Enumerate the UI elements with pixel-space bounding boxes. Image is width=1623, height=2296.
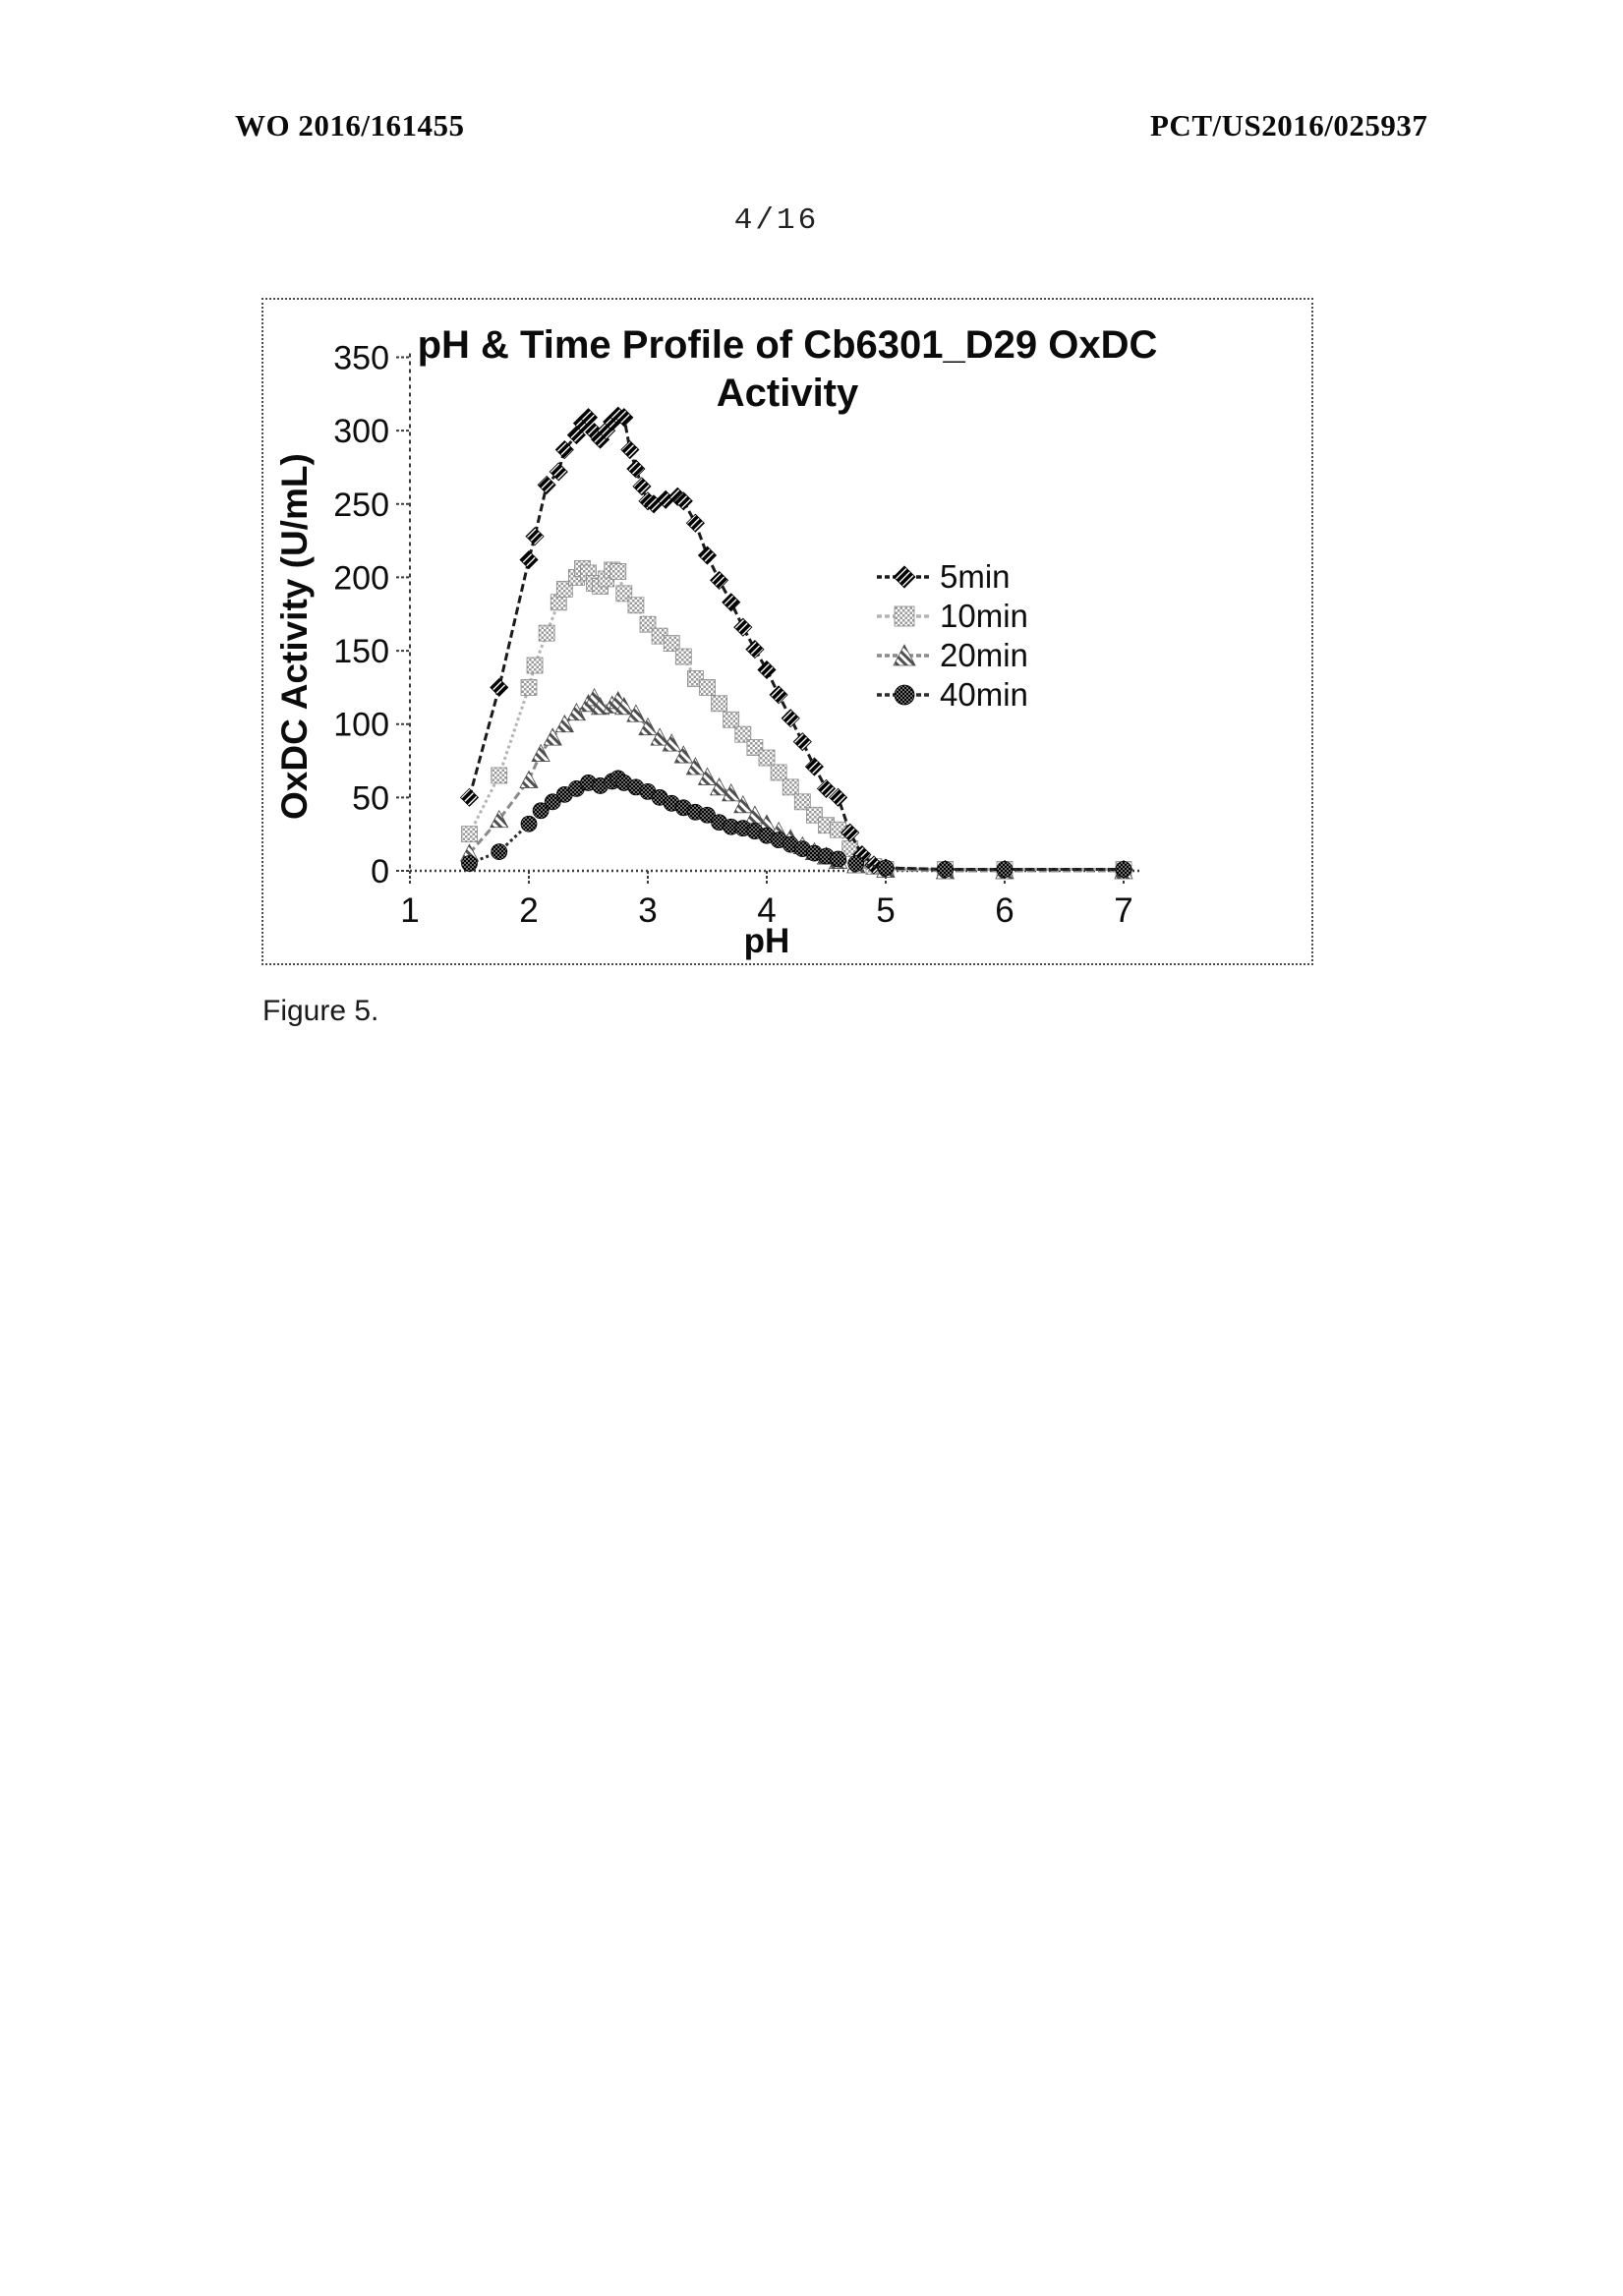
- x-tick-label: 1: [400, 891, 419, 930]
- sheet-number: 4/16: [733, 203, 820, 238]
- x-tick-label: 6: [995, 891, 1014, 930]
- legend-swatch-40min: [877, 684, 932, 706]
- series-40min: [461, 770, 1132, 878]
- y-tick-label: 350: [333, 340, 389, 377]
- y-tick-label: 300: [333, 413, 389, 450]
- legend-swatch-10min: [877, 605, 932, 627]
- chart-title-line1: pH & Time Profile of Cb6301_D29 OxDC: [417, 323, 1158, 367]
- figure-caption: Figure 5.: [262, 995, 379, 1027]
- figure-frame: pH & Time Profile of Cb6301_D29 OxDC Act…: [261, 298, 1313, 965]
- legend-swatch-20min: [877, 644, 932, 666]
- legend-label-40min: 40min: [940, 676, 1028, 713]
- legend-swatches: [877, 565, 932, 706]
- chart-series: [459, 406, 1133, 880]
- x-axis-title: pH: [743, 922, 790, 960]
- chart-axes: 0 50 100 150 200 250 300 350 1 2 3 4 5 6 7: [333, 340, 1141, 930]
- y-tick-label: 150: [333, 633, 389, 670]
- x-tick-label: 4: [757, 891, 776, 930]
- x-tick-label: 2: [519, 891, 538, 930]
- legend-label-10min: 10min: [940, 598, 1028, 634]
- application-number: PCT/US2016/025937: [1150, 108, 1428, 143]
- y-tick-label: 50: [352, 779, 389, 817]
- chart-title-line2: Activity: [716, 372, 859, 415]
- y-tick-label: 200: [333, 559, 389, 597]
- publication-number: WO 2016/161455: [235, 108, 465, 143]
- y-tick-label: 100: [333, 707, 389, 744]
- x-tick-label: 3: [638, 891, 657, 930]
- x-tick-label: 7: [1114, 891, 1132, 930]
- x-tick-label: 5: [876, 891, 895, 930]
- y-tick-label: 0: [371, 853, 389, 890]
- chart-title: pH & Time Profile of Cb6301_D29 OxDC Act…: [394, 321, 1181, 418]
- chart-plot-area: 0 50 100 150 200 250 300 350 1 2 3 4 5 6 7: [333, 340, 1141, 930]
- legend-label-20min: 20min: [940, 637, 1028, 673]
- legend-label-5min: 5min: [940, 558, 1011, 595]
- legend-swatch-5min: [877, 565, 932, 589]
- y-tick-label: 250: [333, 487, 389, 524]
